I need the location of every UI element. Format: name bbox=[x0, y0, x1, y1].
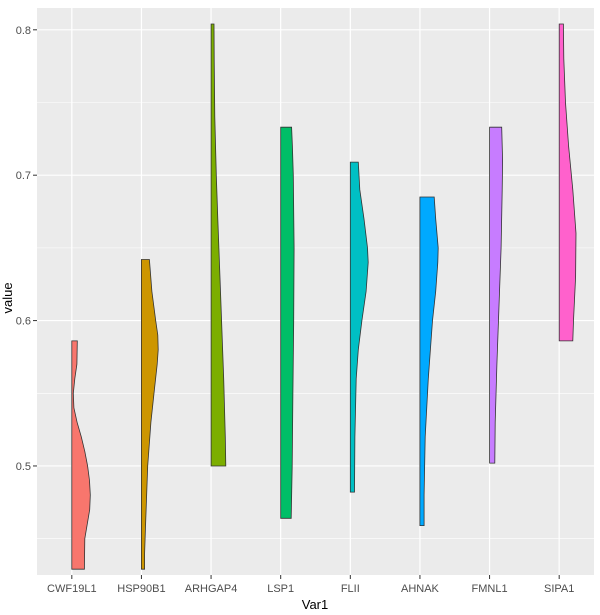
violin-arhgap4 bbox=[210, 23, 227, 467]
violin-lsp1 bbox=[280, 126, 295, 519]
x-tick-label: FMNL1 bbox=[472, 583, 508, 595]
violin-fmnl1 bbox=[489, 126, 504, 464]
violin-ahnak bbox=[419, 196, 439, 526]
plot-panel bbox=[37, 8, 594, 575]
x-tick-label: SIPA1 bbox=[544, 583, 574, 595]
y-tick-label: 0.8 bbox=[16, 25, 31, 37]
x-tick-label: HSP90B1 bbox=[117, 583, 165, 595]
violin-flii bbox=[349, 161, 369, 493]
y-tick-label: 0.5 bbox=[16, 461, 31, 473]
y-tick-label: 0.6 bbox=[16, 316, 31, 328]
y-axis: 0.5 0.6 0.7 0.8 bbox=[16, 25, 37, 473]
violin-sipa1 bbox=[558, 23, 577, 342]
violin-cwf19l1 bbox=[71, 340, 91, 570]
x-axis: CWF19L1 HSP90B1 ARHGAP4 LSP1 FLII AHNAK FMNL1 S… bbox=[47, 575, 574, 595]
x-tick-label: FLII bbox=[341, 583, 360, 595]
x-tick-label: LSP1 bbox=[267, 583, 294, 595]
x-tick-label: AHNAK bbox=[401, 583, 440, 595]
violins bbox=[71, 23, 577, 570]
x-axis-title: Var1 bbox=[302, 597, 329, 612]
y-axis-title: value bbox=[0, 282, 15, 313]
x-tick-label: CWF19L1 bbox=[47, 583, 97, 595]
violin-hsp90b1 bbox=[141, 259, 159, 570]
minor-gridlines bbox=[37, 102, 594, 539]
y-tick-label: 0.7 bbox=[16, 170, 31, 182]
x-tick-label: ARHGAP4 bbox=[185, 583, 238, 595]
